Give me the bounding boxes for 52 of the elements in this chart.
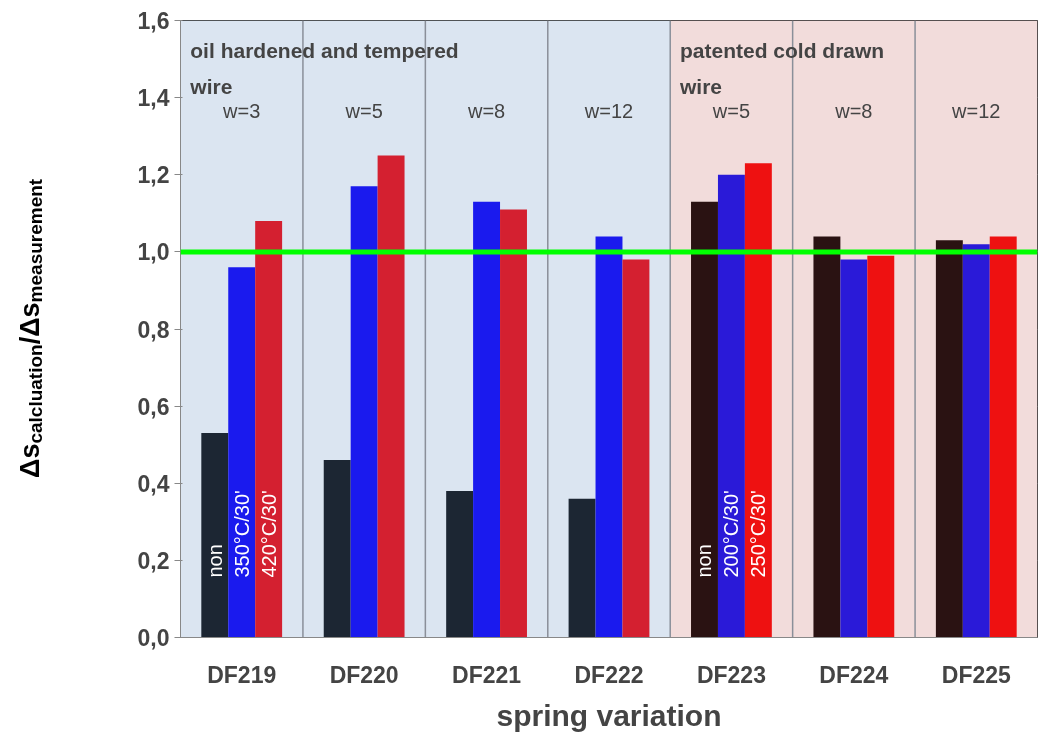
y-tick-label: 0,0 bbox=[137, 625, 170, 651]
annotation: w=3 bbox=[222, 99, 261, 122]
bar bbox=[500, 209, 527, 638]
annotation: 200°C/30' bbox=[720, 490, 743, 578]
annotation: w=8 bbox=[466, 99, 506, 122]
bar bbox=[691, 201, 718, 638]
bar bbox=[813, 236, 841, 638]
annotation: 420°C/30' bbox=[257, 490, 280, 578]
bar bbox=[377, 155, 405, 638]
band-label: oil hardened and tempered wire bbox=[189, 38, 459, 99]
bar bbox=[568, 498, 596, 638]
annotation: w=12 bbox=[951, 99, 1001, 122]
y-tick-label: 0,4 bbox=[137, 470, 170, 497]
x-tick-label: DF224 bbox=[819, 661, 889, 688]
annotation: w=5 bbox=[711, 99, 751, 122]
bar bbox=[201, 433, 229, 638]
annotation: 350°C/30' bbox=[230, 490, 253, 578]
x-tick-label: DF219 bbox=[207, 661, 277, 688]
bar bbox=[473, 201, 501, 638]
bar bbox=[717, 174, 745, 638]
bar bbox=[962, 244, 990, 638]
y-tick-label: 1,6 bbox=[137, 8, 170, 34]
bar bbox=[622, 259, 650, 638]
bar bbox=[935, 240, 963, 638]
bar bbox=[840, 259, 868, 638]
bar bbox=[350, 186, 378, 638]
bar bbox=[446, 490, 474, 638]
x-axis-title: spring variation bbox=[496, 698, 722, 732]
bar bbox=[867, 255, 895, 638]
bar bbox=[323, 460, 351, 638]
bar bbox=[228, 267, 256, 638]
annotation: 250°C/30' bbox=[747, 490, 770, 578]
annotation: w=5 bbox=[344, 99, 383, 122]
x-tick-label: DF222 bbox=[574, 661, 644, 688]
y-tick-label: 1,0 bbox=[137, 239, 170, 266]
x-tick-label: DF220 bbox=[329, 661, 399, 688]
annotation: non bbox=[693, 544, 716, 578]
bar bbox=[989, 236, 1017, 638]
y-tick-label: 0,2 bbox=[137, 547, 170, 574]
x-tick-label: DF223 bbox=[696, 661, 766, 688]
annotation: w=8 bbox=[834, 99, 873, 122]
x-tick-label: DF225 bbox=[941, 661, 1012, 688]
y-tick-label: 0,8 bbox=[137, 316, 170, 343]
y-tick-label: 1,2 bbox=[137, 162, 170, 189]
bar bbox=[255, 221, 283, 638]
bar bbox=[744, 163, 772, 638]
annotation: non bbox=[203, 544, 226, 578]
bar bbox=[595, 236, 623, 638]
y-tick-label: 0,6 bbox=[137, 393, 170, 420]
x-tick-label: DF221 bbox=[452, 661, 522, 688]
annotation: w=12 bbox=[583, 99, 634, 122]
y-tick-label: 1,4 bbox=[137, 85, 170, 112]
